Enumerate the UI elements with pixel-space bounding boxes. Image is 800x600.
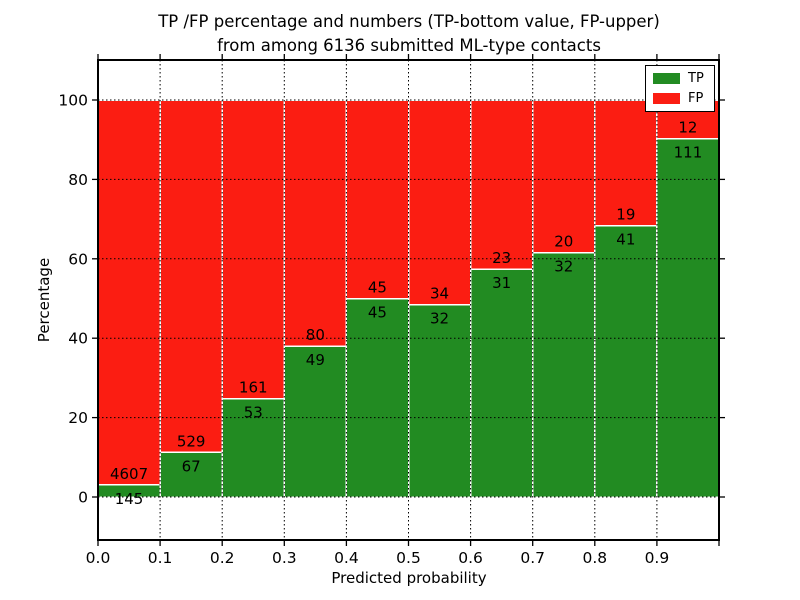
bar-fp-6 xyxy=(469,99,534,270)
bar-fp-5 xyxy=(407,99,472,306)
tick-label-x-8: 0.8 xyxy=(582,549,607,567)
tick-label-x-6: 0.6 xyxy=(458,549,483,567)
bar-label-tp-4: 45 xyxy=(368,304,387,322)
tick-label-y-40: 40 xyxy=(68,330,88,348)
tick-label-x-5: 0.5 xyxy=(396,549,421,567)
legend-item-fp: FP xyxy=(653,92,707,105)
bar-label-fp-5: 34 xyxy=(430,285,449,303)
bar-label-tp-0: 145 xyxy=(115,490,144,508)
bar-label-fp-6: 23 xyxy=(492,249,511,267)
bar-tp-2 xyxy=(221,397,286,498)
bar-label-tp-2: 53 xyxy=(244,404,263,422)
tick-label-x-1: 0.1 xyxy=(148,549,173,567)
bar-label-tp-1: 67 xyxy=(182,457,201,475)
bar-label-tp-6: 31 xyxy=(492,274,511,292)
bar-tp-9 xyxy=(656,137,720,498)
tick-label-x-7: 0.7 xyxy=(520,549,545,567)
bar-label-fp-2: 161 xyxy=(239,379,268,397)
tick-label-x-3: 0.3 xyxy=(272,549,297,567)
bar-tp-5 xyxy=(407,303,472,498)
tick-label-y-20: 20 xyxy=(68,409,88,427)
bar-label-fp-7: 20 xyxy=(554,233,573,251)
bar-fp-8 xyxy=(594,99,658,227)
chart-title: TP /FP percentage and numbers (TP-bottom… xyxy=(98,10,720,58)
legend-swatch-tp xyxy=(653,73,680,84)
x-axis-label: Predicted probability xyxy=(331,569,487,587)
bar-label-tp-7: 32 xyxy=(554,258,573,276)
bar-tp-7 xyxy=(531,251,596,498)
legend-label-fp: FP xyxy=(688,91,704,106)
bar-label-tp-5: 32 xyxy=(430,310,449,328)
bar-fp-3 xyxy=(283,99,348,347)
bar-label-tp-8: 41 xyxy=(616,231,635,249)
bar-tp-4 xyxy=(345,297,410,498)
bar-label-tp-9: 111 xyxy=(674,144,703,162)
bar-label-fp-9: 12 xyxy=(678,119,697,137)
legend-swatch-fp xyxy=(653,93,680,104)
bar-label-fp-0: 4607 xyxy=(110,465,148,483)
bar-label-fp-8: 19 xyxy=(616,206,635,224)
bar-tp-8 xyxy=(594,224,658,498)
tick-label-y-60: 60 xyxy=(68,250,88,268)
y-axis-label: Percentage xyxy=(35,257,53,343)
legend-label-tp: TP xyxy=(688,71,704,86)
bar-label-fp-1: 529 xyxy=(177,432,206,450)
bar-fp-0 xyxy=(97,99,161,486)
bar-tp-1 xyxy=(159,451,223,498)
bar-fp-1 xyxy=(159,99,223,454)
bar-fp-7 xyxy=(531,99,596,254)
bar-fp-2 xyxy=(221,99,286,400)
chart-title-line1: TP /FP percentage and numbers (TP-bottom… xyxy=(158,12,660,31)
tick-label-y-0: 0 xyxy=(78,489,88,507)
tick-label-x-9: 0.9 xyxy=(645,549,670,567)
tick-label-x-2: 0.2 xyxy=(210,549,235,567)
tick-label-x-4: 0.4 xyxy=(334,549,359,567)
tick-label-x-0: 0.0 xyxy=(86,549,111,567)
bar-fp-4 xyxy=(345,99,410,300)
tick-label-y-80: 80 xyxy=(68,171,88,189)
chart-title-line2: from among 6136 submitted ML-type contac… xyxy=(217,36,601,55)
bar-tp-6 xyxy=(469,268,534,498)
bar-label-fp-3: 80 xyxy=(306,326,325,344)
legend-item-tp: TP xyxy=(653,72,707,85)
tick-label-y-100: 100 xyxy=(58,92,88,110)
legend: TP FP xyxy=(645,65,715,112)
bar-label-tp-3: 49 xyxy=(306,351,325,369)
bar-label-fp-4: 45 xyxy=(368,279,387,297)
